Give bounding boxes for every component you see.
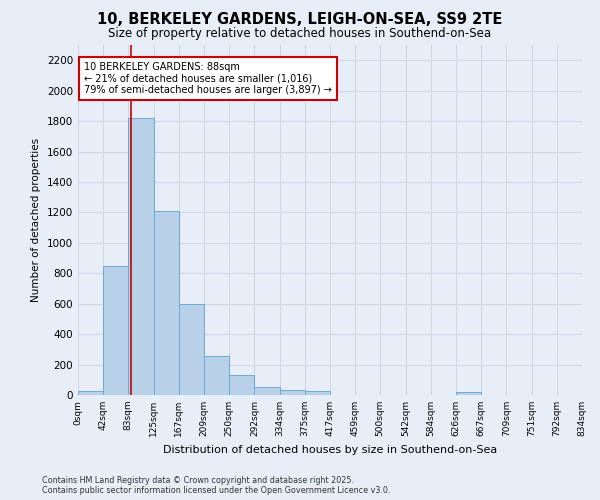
Bar [103, 266, 128, 395]
Bar [280, 390, 305, 395]
Bar [305, 391, 330, 395]
Y-axis label: Number of detached properties: Number of detached properties [31, 138, 41, 302]
Text: 10, BERKELEY GARDENS, LEIGH-ON-SEA, SS9 2TE: 10, BERKELEY GARDENS, LEIGH-ON-SEA, SS9 … [97, 12, 503, 28]
Bar [457, 392, 481, 395]
Bar [179, 304, 205, 395]
Bar [78, 391, 103, 395]
Text: Contains HM Land Registry data © Crown copyright and database right 2025.
Contai: Contains HM Land Registry data © Crown c… [42, 476, 391, 495]
Bar [254, 388, 280, 395]
Bar [154, 211, 179, 395]
Bar [128, 118, 154, 395]
Text: 10 BERKELEY GARDENS: 88sqm
← 21% of detached houses are smaller (1,016)
79% of s: 10 BERKELEY GARDENS: 88sqm ← 21% of deta… [84, 62, 332, 95]
Bar [229, 375, 254, 395]
Bar [205, 356, 229, 395]
Text: Size of property relative to detached houses in Southend-on-Sea: Size of property relative to detached ho… [109, 28, 491, 40]
X-axis label: Distribution of detached houses by size in Southend-on-Sea: Distribution of detached houses by size … [163, 444, 497, 454]
